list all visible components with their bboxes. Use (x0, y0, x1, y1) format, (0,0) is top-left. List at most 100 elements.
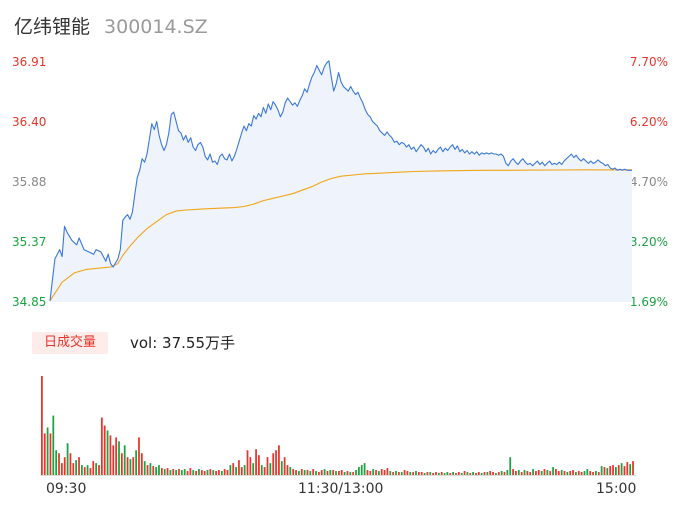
volume-bar (466, 472, 469, 475)
volume-bar (58, 453, 60, 475)
volume-bar (395, 471, 397, 475)
volume-bar (517, 470, 520, 475)
volume-bar (495, 473, 497, 475)
price-area (50, 60, 632, 302)
volume-bar (580, 472, 583, 475)
volume-bar (112, 445, 115, 475)
volume-bar (560, 470, 563, 475)
volume-bar (140, 453, 143, 475)
volume-bar (403, 470, 406, 475)
volume-bar (209, 469, 212, 475)
volume-bar (249, 457, 252, 475)
volume-bar (75, 460, 78, 475)
price-panel (49, 60, 633, 302)
volume-bar (440, 472, 443, 475)
volume-bar (360, 465, 363, 475)
volume-bar (83, 467, 86, 475)
volume-bar (446, 472, 449, 475)
volume-bar (366, 470, 369, 475)
volume-bar (323, 469, 326, 475)
x-tick-label: 11:30/13:00 (298, 481, 384, 497)
volume-bar (429, 472, 432, 475)
volume-bar (389, 471, 392, 475)
volume-bar (95, 463, 98, 475)
volume-bar (315, 471, 317, 475)
volume-bar (626, 462, 629, 475)
volume-bar (306, 470, 309, 475)
volume-bar (138, 437, 140, 475)
volume-panel (40, 376, 636, 476)
volume-bar (380, 469, 383, 475)
x-tick-label: 15:00 (596, 481, 637, 497)
volume-bar (118, 441, 120, 475)
volume-bar (577, 471, 580, 475)
volume-bar (243, 465, 246, 475)
volume-bar (589, 471, 592, 475)
volume-bar (215, 471, 217, 475)
y-tick-right: 4.70% (629, 175, 668, 189)
volume-bar (80, 465, 83, 475)
volume-bar (623, 466, 626, 475)
volume-bar (400, 472, 403, 475)
volume-bar (226, 470, 229, 475)
volume-bar (163, 469, 166, 475)
volume-bar (258, 455, 260, 475)
volume-bar (352, 472, 355, 475)
volume-bar (349, 472, 352, 475)
volume-bar (183, 469, 186, 475)
volume-bar (300, 469, 303, 475)
volume-bar (606, 468, 609, 475)
volume-bar (280, 461, 283, 475)
volume-bar (298, 471, 300, 475)
volume-bar (566, 472, 569, 475)
volume-bar (412, 472, 415, 475)
volume-bar (492, 472, 494, 475)
volume-bar (149, 463, 152, 475)
volume-bar (603, 467, 606, 475)
volume-bar (409, 472, 412, 475)
volume-bar (537, 470, 540, 475)
volume-bar (557, 471, 560, 475)
volume-bar (535, 471, 537, 475)
volume-bar (240, 467, 243, 475)
volume-bar (318, 472, 320, 475)
volume-bar (415, 471, 417, 475)
volume-bar (372, 469, 375, 475)
volume-bar (223, 469, 226, 475)
volume-bar (263, 467, 266, 475)
volume-bar (135, 450, 138, 475)
volume-bar (423, 473, 426, 475)
stock-code: 300014.SZ (104, 16, 208, 38)
volume-bar (200, 470, 203, 475)
volume-bar (529, 472, 532, 475)
volume-bar (357, 467, 360, 475)
volume-bar (497, 472, 500, 475)
volume-bar (483, 472, 486, 475)
volume-bar (146, 465, 149, 475)
volume-bar (386, 468, 389, 475)
volume-bar (49, 433, 52, 475)
volume-bar (329, 470, 332, 475)
volume-bar (583, 471, 586, 475)
average-price-line (49, 169, 633, 302)
volume-bar (189, 468, 192, 475)
volume-bar (158, 465, 160, 475)
volume-bar (132, 457, 135, 475)
volume-bar (475, 473, 477, 475)
volume-bar (515, 471, 517, 475)
volume-bar (55, 450, 58, 475)
volume-bar (266, 457, 269, 475)
volume-bar (229, 465, 232, 475)
volume-bar (169, 470, 172, 475)
y-tick-left: 35.88 (12, 175, 47, 189)
volume-bar (172, 469, 175, 475)
volume-bar (523, 470, 526, 475)
volume-bar (160, 468, 163, 475)
volume-bar (126, 457, 129, 475)
volume-bar (452, 472, 454, 475)
volume-bar (269, 463, 272, 475)
y-tick-right: 6.20% (629, 115, 668, 129)
volume-bar (426, 472, 429, 475)
volume-bar (69, 453, 72, 475)
volume-bar (392, 472, 395, 475)
